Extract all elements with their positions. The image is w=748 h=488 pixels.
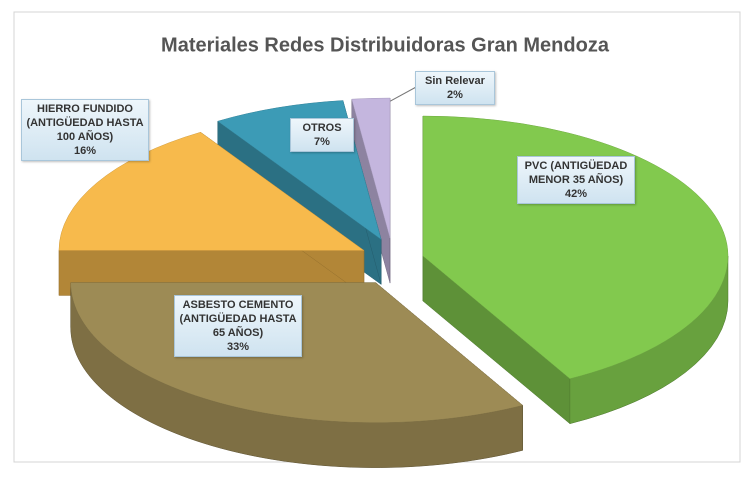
chart-title: Materiales Redes Distribuidoras Gran Men… xyxy=(161,34,610,56)
category-label: HIERRO FUNDIDO (ANTIGÜEDAD HASTA 100 AÑO… xyxy=(26,103,144,143)
slice xyxy=(422,115,729,379)
value-label: 7% xyxy=(314,136,330,148)
data-label: HIERRO FUNDIDO (ANTIGÜEDAD HASTA 100 AÑO… xyxy=(21,99,149,161)
data-label: ASBESTO CEMENTO (ANTIGÜEDAD HASTA 65 AÑO… xyxy=(174,295,302,357)
category-label: OTROS xyxy=(302,122,342,134)
slice xyxy=(58,131,365,251)
data-label: Sin Relevar 2% xyxy=(415,71,495,105)
category-label: Sin Relevar xyxy=(425,75,485,87)
value-label: 33% xyxy=(226,341,250,353)
category-label: PVC (ANTIGÜEDAD MENOR 35 AÑOS) xyxy=(524,160,628,186)
value-label: 2% xyxy=(447,89,463,101)
data-label: OTROS 7% xyxy=(290,118,354,152)
value-label: 16% xyxy=(73,145,97,157)
category-label: ASBESTO CEMENTO (ANTIGÜEDAD HASTA 65 AÑO… xyxy=(179,299,297,339)
slice xyxy=(351,97,391,239)
data-label: PVC (ANTIGÜEDAD MENOR 35 AÑOS) 42% xyxy=(517,156,635,204)
value-label: 42% xyxy=(564,188,588,200)
